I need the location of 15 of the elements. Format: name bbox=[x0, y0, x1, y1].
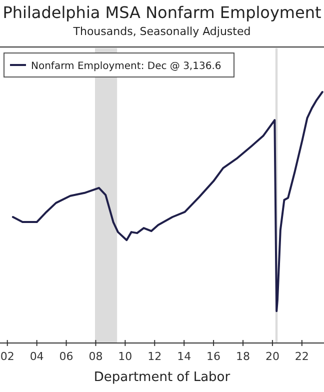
x-tick-label: 10 bbox=[118, 350, 132, 363]
chart-title: Philadelphia MSA Nonfarm Employment bbox=[2, 3, 322, 22]
x-tick-label: 12 bbox=[148, 350, 162, 363]
legend-label: Nonfarm Employment: Dec @ 3,136.6 bbox=[31, 61, 222, 72]
text: Department of Labor bbox=[94, 370, 231, 385]
x-tick-label: 04 bbox=[30, 350, 44, 363]
x-tick-label: 06 bbox=[59, 350, 74, 363]
x-tick-label: 08 bbox=[88, 350, 103, 363]
x-tick-label: 20 bbox=[265, 350, 280, 363]
chart-subtitle: Thousands, Seasonally Adjusted bbox=[72, 25, 251, 38]
x-tick-label: 14 bbox=[177, 350, 192, 363]
x-tick-label: 16 bbox=[206, 350, 221, 363]
x-tick-label: 22 bbox=[294, 350, 309, 363]
x-tick-label: 18 bbox=[236, 350, 250, 363]
x-tick-label: 02 bbox=[0, 350, 14, 363]
